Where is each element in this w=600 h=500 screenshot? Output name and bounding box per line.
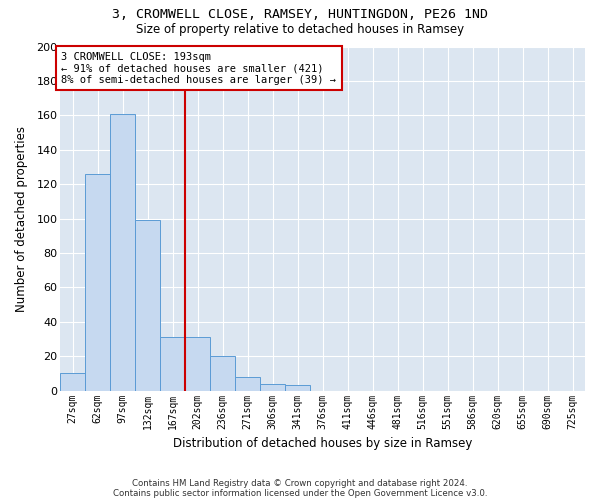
Bar [285,386,310,390]
Text: Contains public sector information licensed under the Open Government Licence v3: Contains public sector information licen… [113,488,487,498]
Bar [210,356,235,390]
X-axis label: Distribution of detached houses by size in Ramsey: Distribution of detached houses by size … [173,437,472,450]
Bar [235,377,260,390]
Bar [85,174,110,390]
Y-axis label: Number of detached properties: Number of detached properties [15,126,28,312]
Bar [110,114,135,390]
Bar [185,338,210,390]
Bar [135,220,160,390]
Bar [160,338,185,390]
Bar [260,384,285,390]
Text: 3 CROMWELL CLOSE: 193sqm
← 91% of detached houses are smaller (421)
8% of semi-d: 3 CROMWELL CLOSE: 193sqm ← 91% of detach… [61,52,337,85]
Text: Size of property relative to detached houses in Ramsey: Size of property relative to detached ho… [136,22,464,36]
Bar [60,374,85,390]
Text: Contains HM Land Registry data © Crown copyright and database right 2024.: Contains HM Land Registry data © Crown c… [132,478,468,488]
Text: 3, CROMWELL CLOSE, RAMSEY, HUNTINGDON, PE26 1ND: 3, CROMWELL CLOSE, RAMSEY, HUNTINGDON, P… [112,8,488,20]
